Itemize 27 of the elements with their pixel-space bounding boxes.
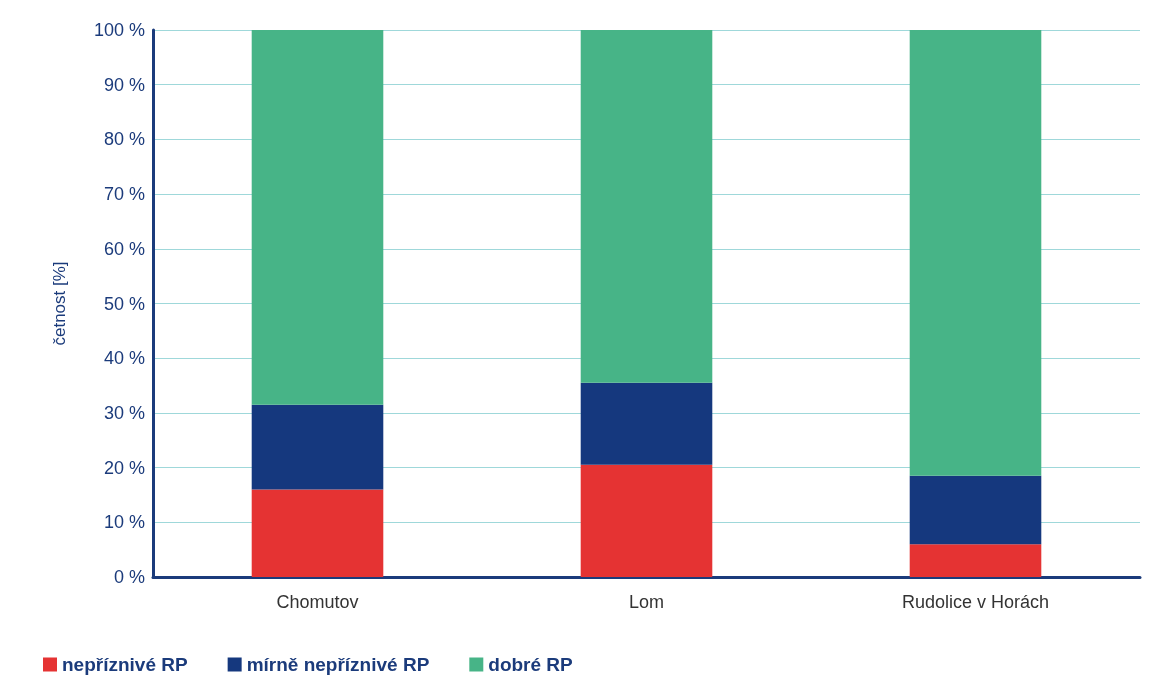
y-tick-label: 40 % [103, 348, 145, 369]
x-tick-label: Lom [628, 592, 665, 612]
bar [251, 30, 384, 405]
y-tick-label: 20 % [103, 457, 145, 478]
y-tick-label: 70 % [103, 184, 145, 205]
bar [580, 382, 713, 465]
bar [909, 30, 1042, 476]
y-tick-label: 80 % [103, 129, 145, 150]
bar [909, 544, 1042, 577]
y-tick-label: 0 % [113, 567, 145, 587]
bar [251, 404, 384, 490]
y-tick-label: 30 % [103, 402, 145, 423]
bar [251, 489, 384, 577]
y-tick-label: 60 % [103, 238, 145, 259]
bar [580, 464, 713, 577]
y-tick-label: 10 % [103, 512, 145, 533]
bar [580, 30, 713, 383]
legend-label: mírně nepříznivé RP [246, 654, 430, 675]
x-tick-label: Chomutov [276, 592, 359, 612]
bar [909, 475, 1042, 545]
x-tick-label: Rudolice v Horách [901, 592, 1050, 612]
y-axis-title: četnost [%] [50, 261, 69, 346]
legend-label: dobré RP [488, 654, 574, 675]
y-tick-label: 100 % [93, 20, 145, 40]
y-tick-label: 90 % [103, 74, 145, 95]
legend-label: nepříznivé RP [62, 654, 188, 675]
y-tick-label: 50 % [103, 293, 145, 314]
